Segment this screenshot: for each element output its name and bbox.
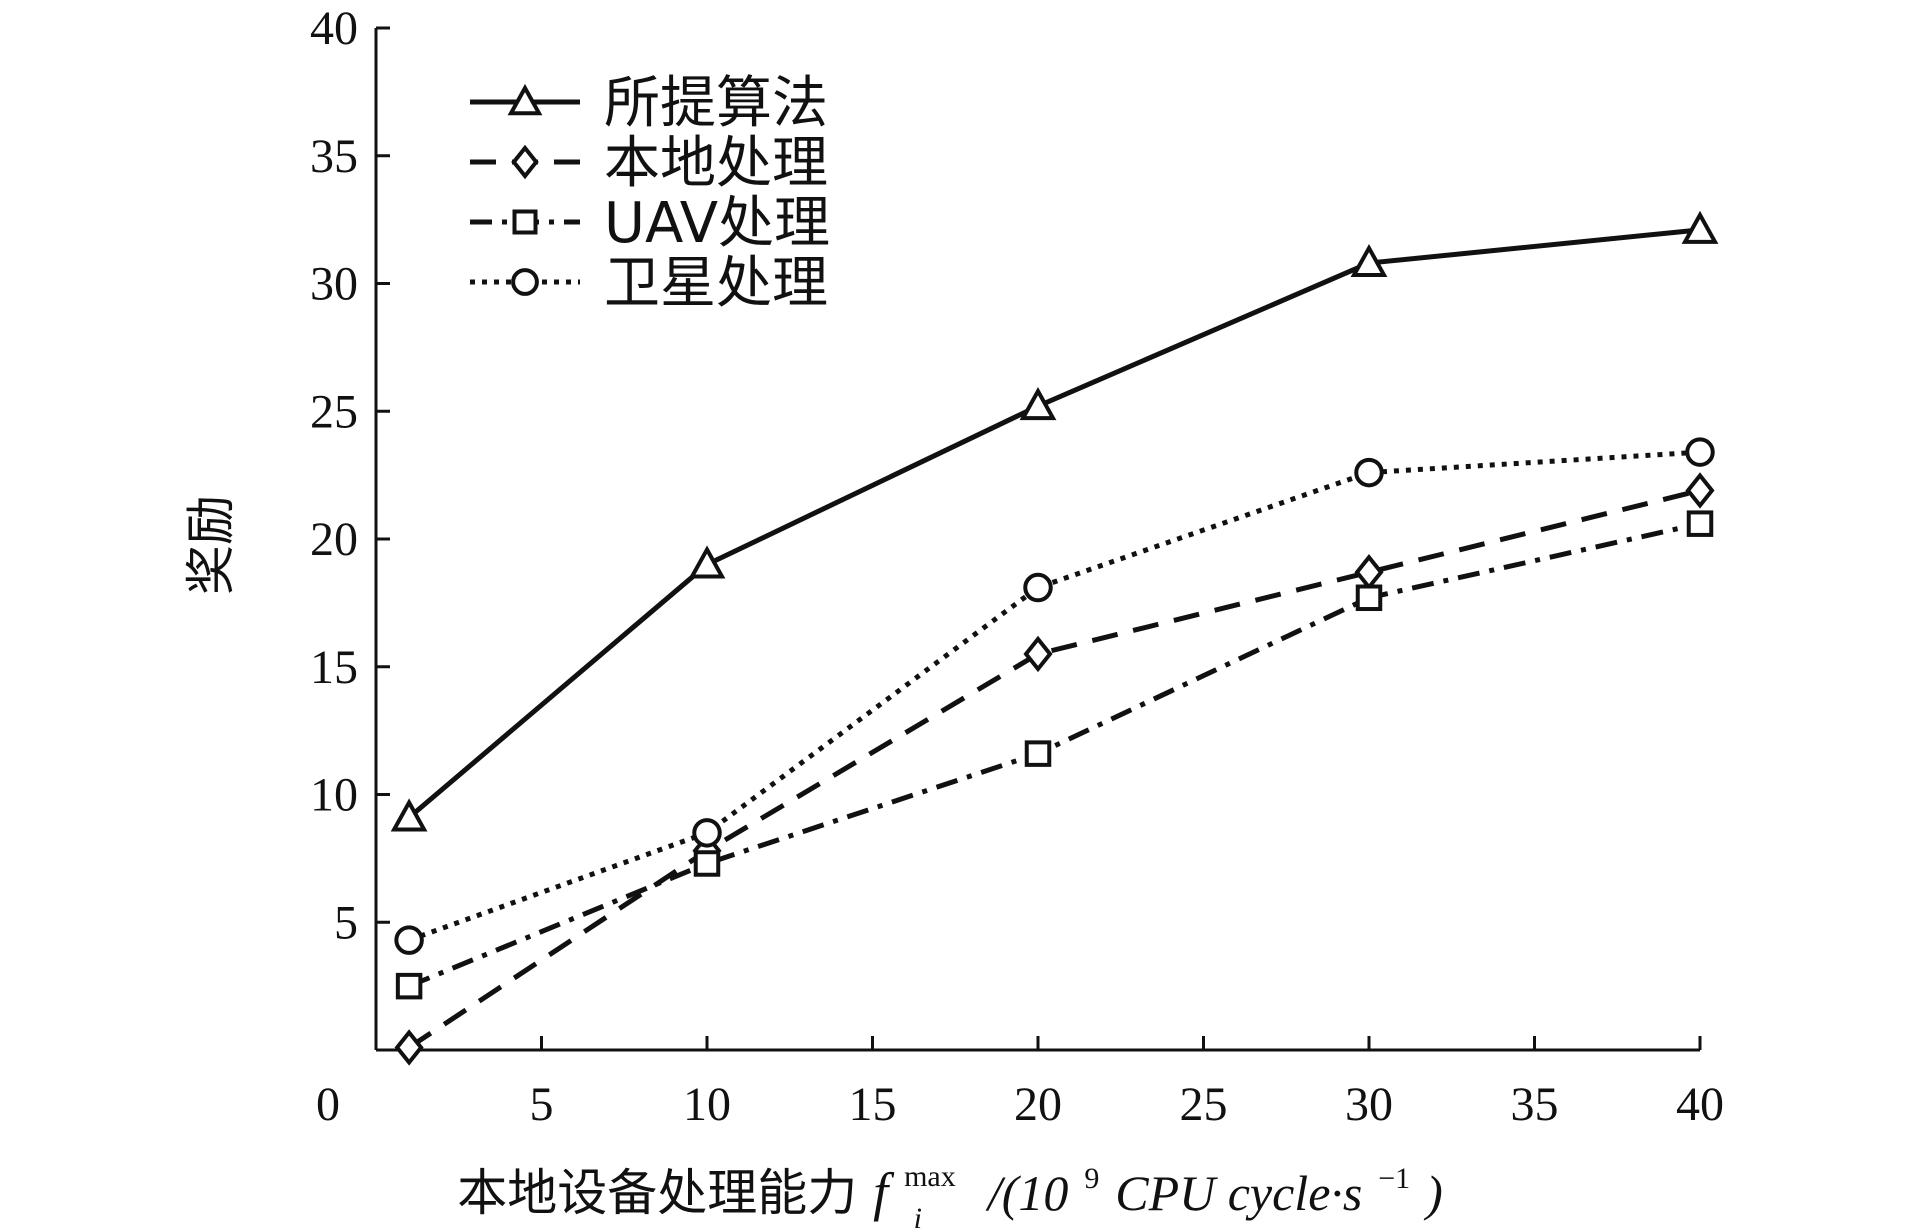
y-ticks: 5 10 15 20 25 30 35 40 bbox=[310, 2, 390, 949]
circle-marker bbox=[394, 925, 424, 955]
x-tick-label: 20 bbox=[1014, 1078, 1062, 1131]
square-marker bbox=[512, 209, 538, 235]
y-tick-label: 35 bbox=[310, 130, 358, 183]
y-tick-label: 20 bbox=[310, 513, 358, 566]
x-axis-title-unit-exp2: −1 bbox=[1378, 1162, 1410, 1195]
square-marker bbox=[1355, 584, 1383, 612]
x-tick-label: 30 bbox=[1345, 1078, 1393, 1131]
y-tick-label: 10 bbox=[310, 769, 358, 822]
series-layer bbox=[390, 210, 1719, 1066]
x-axis-title-unit-mid: CPU cycle·s bbox=[1115, 1165, 1362, 1221]
x-axis-title-superscript: max bbox=[904, 1160, 956, 1193]
x-tick-label: 5 bbox=[530, 1078, 554, 1131]
y-tick-label: 5 bbox=[334, 896, 358, 949]
legend-entry: 所提算法 bbox=[470, 71, 828, 136]
series-line bbox=[407, 488, 1701, 1050]
x-tick-label: 10 bbox=[683, 1078, 731, 1131]
series-line bbox=[408, 449, 1701, 943]
x-axis-title-prefix: 本地设备处理能力 bbox=[457, 1164, 857, 1222]
diamond-marker bbox=[511, 144, 539, 180]
circle-marker bbox=[1354, 457, 1384, 488]
y-axis-title: 奖励 bbox=[182, 495, 240, 595]
series-1 bbox=[390, 210, 1719, 832]
x-tick-label: 40 bbox=[1676, 1078, 1724, 1131]
x-tick-label: 25 bbox=[1180, 1078, 1228, 1131]
diamond-marker bbox=[1354, 554, 1384, 591]
legend-label: UAV处理 bbox=[604, 191, 830, 256]
square-marker bbox=[693, 850, 721, 877]
triangle-marker bbox=[688, 545, 726, 579]
legend-label: 所提算法 bbox=[604, 71, 828, 136]
series-3 bbox=[395, 510, 1714, 1000]
x-axis-title: 本地设备处理能力 f max i /(10 9 CPU cycle·s −1 ) bbox=[457, 1140, 1443, 1228]
circle-marker bbox=[511, 268, 539, 296]
triangle-marker bbox=[1350, 243, 1388, 278]
circle-marker bbox=[1685, 437, 1715, 467]
diamond-marker bbox=[1023, 635, 1053, 673]
legend-label: 卫星处理 bbox=[604, 251, 828, 316]
x-axis-title-unit-start: /(10 bbox=[985, 1165, 1069, 1221]
x-tick-label: 0 bbox=[316, 1078, 340, 1131]
series-line bbox=[407, 227, 1701, 820]
circle-marker bbox=[1023, 572, 1053, 603]
x-axis-title-symbol: f bbox=[873, 1162, 895, 1222]
legend-label: 本地处理 bbox=[604, 131, 828, 196]
x-axis-title-unit-end: ) bbox=[1423, 1165, 1443, 1221]
y-tick-label: 40 bbox=[310, 2, 358, 55]
x-axis-title-unit-exp: 9 bbox=[1084, 1162, 1099, 1195]
x-tick-label: 15 bbox=[849, 1078, 897, 1131]
legend-entry: UAV处理 bbox=[470, 191, 830, 256]
square-marker bbox=[395, 972, 423, 1000]
y-tick-label: 25 bbox=[310, 385, 358, 438]
x-axis-title-subscript: i bbox=[914, 1202, 922, 1228]
y-tick-label: 15 bbox=[310, 641, 358, 694]
square-marker bbox=[1686, 510, 1714, 537]
series-4 bbox=[394, 437, 1715, 955]
diamond-marker bbox=[394, 1029, 424, 1066]
triangle-marker bbox=[1681, 210, 1719, 244]
x-tick-label: 35 bbox=[1511, 1078, 1559, 1131]
legend-entry: 本地处理 bbox=[470, 131, 828, 196]
square-marker bbox=[1024, 740, 1052, 767]
triangle-marker bbox=[1019, 387, 1057, 421]
triangle-marker bbox=[390, 798, 428, 832]
triangle-marker bbox=[507, 83, 543, 116]
y-tick-label: 30 bbox=[310, 258, 358, 311]
circle-marker bbox=[692, 818, 722, 848]
x-ticks: 0 5 10 15 20 25 30 35 40 bbox=[316, 1036, 1724, 1131]
legend-entry: 卫星处理 bbox=[470, 251, 828, 316]
diamond-marker bbox=[1685, 472, 1715, 509]
